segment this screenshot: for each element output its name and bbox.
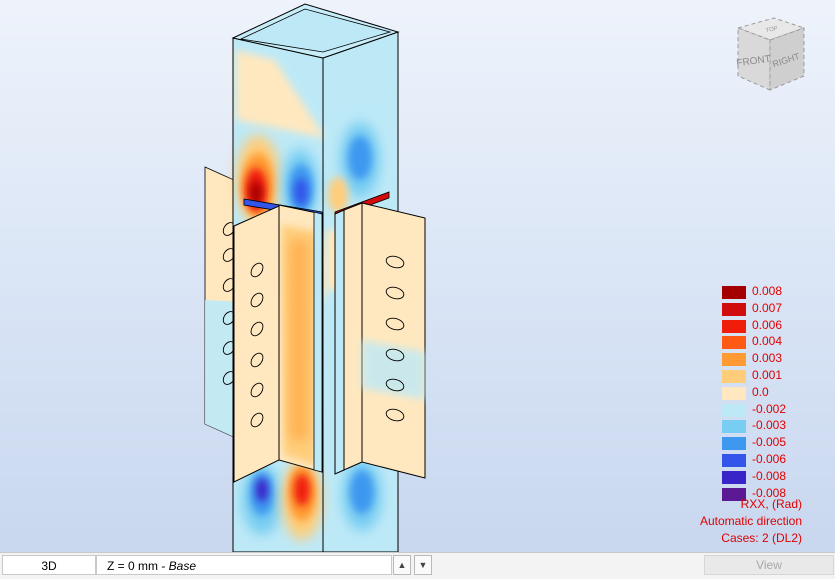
view-mode-label: 3D [41, 559, 57, 573]
legend-row: 0.007 [712, 300, 832, 317]
connection-plate-left [233, 205, 280, 483]
3d-viewport[interactable]: TOP FRONT RIGHT 0.008 0.007 0.006 0.004 0.00… [0, 0, 835, 552]
legend-value: 0.007 [752, 300, 783, 315]
legend-swatch [722, 353, 746, 367]
plate-left-holes [250, 262, 264, 428]
view-cube-top-face[interactable] [736, 17, 806, 41]
legend-swatch [722, 487, 746, 501]
legend-row: -0.002 [712, 401, 832, 418]
triangle-down-icon: ▼ [418, 560, 428, 570]
legend-swatch [722, 470, 746, 484]
legend-row: 0.001 [712, 367, 832, 384]
legend-direction: Automatic direction [699, 514, 802, 528]
legend-row: -0.003 [712, 417, 832, 434]
legend-swatch [722, 420, 746, 434]
right-stiffener-face [343, 202, 363, 471]
legend-swatch [722, 286, 746, 299]
legend-value: -0.008 [752, 485, 787, 500]
level-up-button[interactable]: ▲ [393, 555, 411, 575]
legend-value: -0.005 [752, 435, 787, 450]
left-face-contours [236, 50, 325, 540]
legend-swatch [722, 386, 746, 400]
plate-right-holes [385, 255, 405, 422]
legend-value: -0.006 [752, 451, 787, 466]
results-legend: 0.008 0.007 0.006 0.004 0.003 0.001 0.0 -0.002 -… [712, 283, 832, 501]
view-cube-top-label: TOP [765, 26, 778, 34]
legend-swatch [722, 453, 746, 467]
legend-value: 0.001 [752, 367, 783, 382]
right-stiffener [334, 209, 345, 475]
legend-swatch [722, 437, 746, 451]
connection-plate-right [361, 202, 426, 479]
left-stiffener-contours [282, 225, 318, 465]
legend-swatch [722, 302, 746, 316]
level-down-button[interactable]: ▼ [414, 555, 432, 575]
view-mode-field[interactable]: 3D [2, 555, 96, 575]
view-button-label: View [756, 558, 782, 572]
legend-swatch [722, 319, 746, 333]
legend-value: -0.002 [752, 401, 787, 416]
legend-row: 0.0 [712, 384, 832, 401]
column-inner-top [239, 8, 392, 53]
level-selector[interactable]: Z = 0 mm - Base [96, 555, 392, 575]
plate-right-lower-tint [362, 340, 425, 400]
column-model [204, 3, 426, 552]
legend-value: 0.0 [752, 384, 769, 399]
view-cube-right-face[interactable] [769, 27, 805, 91]
legend-swatch [722, 403, 746, 417]
legend-cases: Cases: 2 (DL2) [721, 531, 802, 545]
status-bar: 3D Z = 0 mm - Base ▲ ▼ View [0, 552, 835, 579]
legend-row: -0.006 [712, 451, 832, 468]
legend-value: -0.003 [752, 418, 787, 433]
level-name: Base [168, 559, 197, 573]
legend-row: -0.008 [712, 485, 832, 502]
view-button[interactable]: View [704, 555, 834, 575]
legend-swatch [722, 369, 746, 383]
legend-row: -0.005 [712, 434, 832, 451]
legend-value: -0.008 [752, 468, 787, 483]
legend-row: 0.006 [712, 317, 832, 334]
left-stiffener-edge [313, 211, 323, 473]
legend-value: 0.004 [752, 334, 783, 349]
legend-value: 0.006 [752, 317, 783, 332]
legend-row: 0.003 [712, 350, 832, 367]
legend-quantity: RXX, (Rad) [740, 497, 802, 511]
legend-row: 0.004 [712, 333, 832, 350]
legend-row: -0.008 [712, 468, 832, 485]
view-cube[interactable]: TOP FRONT RIGHT [722, 14, 822, 100]
legend-row: 0.008 [712, 283, 832, 300]
level-prefix: Z = 0 mm - [107, 559, 169, 573]
view-cube-front-label: FRONT [736, 54, 772, 70]
legend-value: 0.008 [752, 284, 783, 298]
legend-swatch [722, 336, 746, 350]
triangle-up-icon: ▲ [397, 560, 407, 570]
legend-value: 0.003 [752, 351, 783, 366]
legend-scale: 0.008 0.007 0.006 0.004 0.003 0.001 0.0 -0.002 -… [712, 283, 832, 501]
